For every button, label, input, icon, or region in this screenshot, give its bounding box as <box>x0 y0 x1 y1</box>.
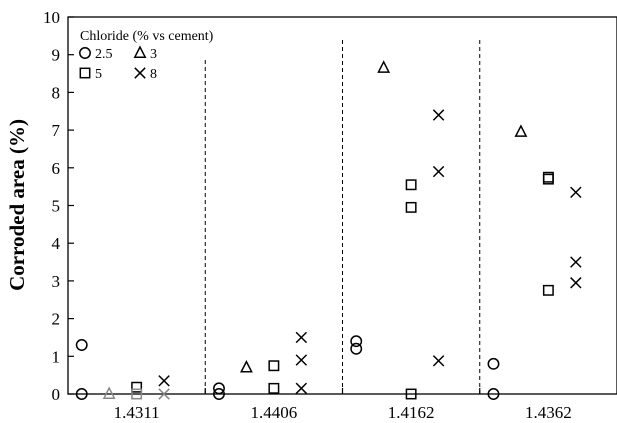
x-marker-stroke <box>158 388 170 400</box>
data-point-circle <box>213 382 225 395</box>
data-point-x <box>158 388 170 400</box>
data-point-square <box>405 388 417 400</box>
x-marker-stroke <box>570 277 582 289</box>
x-category-label: 1.4406 <box>251 403 298 422</box>
data-point-triangle <box>514 124 528 137</box>
data-point-x <box>432 165 445 178</box>
x-marker-stroke <box>134 67 146 79</box>
data-point-triangle <box>377 60 391 73</box>
data-point-square <box>131 388 143 400</box>
x-marker-stroke <box>158 375 170 387</box>
y-tick-label: 4 <box>52 234 61 253</box>
data-point-x <box>570 277 582 289</box>
x-category-label: 1.4311 <box>114 403 160 422</box>
legend-title: Chloride (% vs cement) <box>80 29 214 44</box>
data-point-x <box>158 375 170 387</box>
legend-label: 3 <box>150 47 157 62</box>
data-point-square <box>405 179 417 191</box>
data-point-circle <box>350 342 363 355</box>
y-tick-label: 1 <box>52 347 61 366</box>
legend-marker-circle <box>79 47 91 59</box>
data-point-square <box>268 360 280 372</box>
legend-label: 2.5 <box>95 47 113 62</box>
x-marker-stroke <box>295 354 308 366</box>
x-marker-stroke <box>295 382 308 395</box>
legend: Chloride (% vs cement) 2.5 3 5 8 <box>79 29 214 82</box>
data-point-circle <box>350 335 363 348</box>
y-tick-label: 0 <box>52 385 61 404</box>
legend-marker-square <box>79 67 91 79</box>
y-tick-label: 6 <box>52 159 61 178</box>
data-point-x <box>570 256 582 268</box>
legend-label: 5 <box>95 67 102 82</box>
data-point-square <box>131 381 143 393</box>
data-point-x <box>432 109 445 121</box>
data-point-x <box>432 355 445 367</box>
data-point-circle <box>487 357 500 370</box>
data-point-triangle <box>102 386 116 399</box>
data-point-square <box>542 284 554 296</box>
x-marker-stroke <box>570 186 582 199</box>
data-point-circle <box>75 339 88 351</box>
data-point-x <box>295 382 308 395</box>
data-point-square <box>268 382 280 394</box>
y-axis: 0 1 2 3 4 5 6 7 8 9 10 <box>43 8 74 404</box>
data-point-x <box>570 186 582 199</box>
x-category-label: 1.4362 <box>525 403 572 422</box>
y-axis-label: Corroded area (%) <box>5 119 29 291</box>
data-point-x <box>295 331 308 344</box>
data-point-circle <box>213 388 225 400</box>
y-tick-label: 5 <box>52 197 61 216</box>
data-point-circle <box>75 388 88 400</box>
x-axis: 1.4311 1.4406 1.4162 1.4362 <box>114 388 572 422</box>
y-tick-label: 3 <box>52 272 61 291</box>
y-tick-label: 7 <box>52 121 61 140</box>
x-marker-stroke <box>295 331 308 344</box>
data-point-square <box>542 173 554 185</box>
y-tick-label: 2 <box>52 310 61 329</box>
x-marker-stroke <box>432 109 445 121</box>
x-marker-stroke <box>432 355 445 367</box>
y-tick-label: 8 <box>52 83 61 102</box>
legend-label: 8 <box>150 67 157 82</box>
data-point-square <box>405 201 417 213</box>
y-tick-label: 9 <box>52 46 61 65</box>
legend-marker-triangle <box>133 45 147 58</box>
data-points <box>75 60 582 400</box>
x-marker-stroke <box>432 165 445 178</box>
x-marker-stroke <box>570 256 582 268</box>
group-dividers <box>204 40 481 394</box>
legend-marker-x <box>134 67 146 79</box>
data-point-x <box>295 354 308 366</box>
data-point-triangle <box>240 359 253 373</box>
x-category-label: 1.4162 <box>388 403 435 422</box>
y-tick-label: 10 <box>43 8 60 27</box>
data-point-circle <box>487 388 500 400</box>
